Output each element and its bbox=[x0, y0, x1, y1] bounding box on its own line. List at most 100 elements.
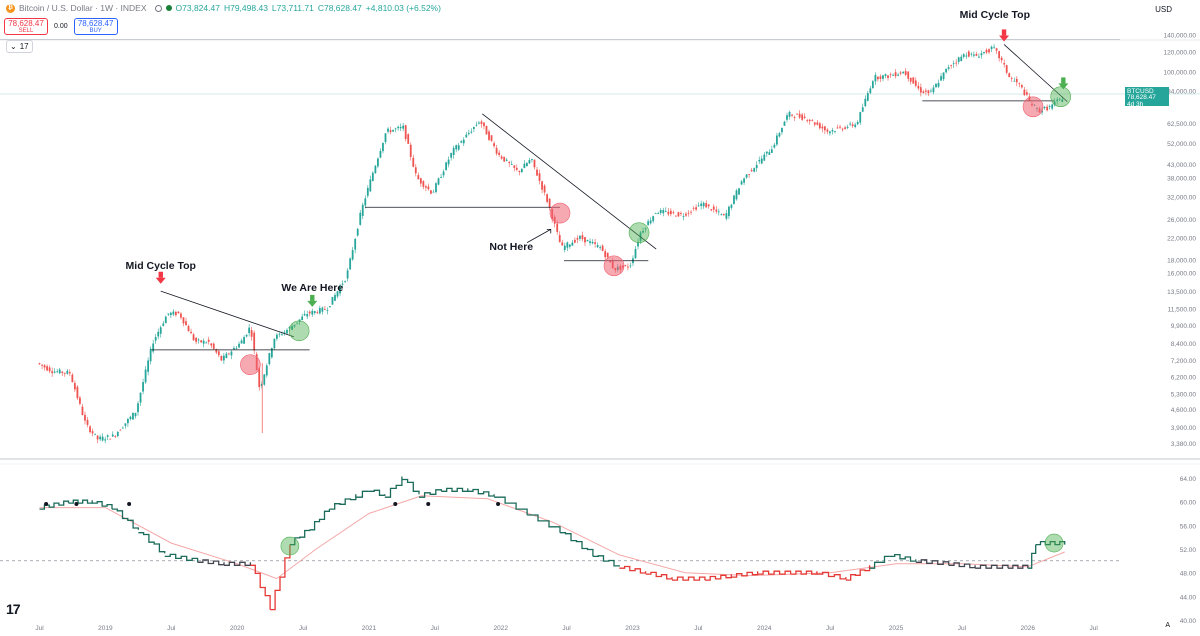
osc-main-segment bbox=[92, 501, 113, 510]
last-price-tag: BTCUSD 78,628.47 4d 3h bbox=[1125, 87, 1169, 108]
candle-body bbox=[765, 151, 768, 154]
candle-body bbox=[38, 363, 41, 365]
candle-body bbox=[306, 314, 309, 317]
candle-body bbox=[829, 131, 831, 134]
candle-body bbox=[505, 159, 508, 161]
candle-body bbox=[950, 65, 953, 66]
currency-label[interactable]: USD bbox=[1155, 5, 1172, 14]
indicators-toggle[interactable]: ⌄ 17 bbox=[6, 40, 33, 53]
candle-body bbox=[659, 210, 662, 213]
tradingview-logo-icon[interactable]: 17 bbox=[6, 601, 21, 617]
candle-body bbox=[174, 311, 177, 316]
ohlc-open: O73,824.47 bbox=[175, 3, 220, 13]
candle-body bbox=[674, 215, 677, 217]
candle-body bbox=[41, 364, 43, 366]
red-circle-2022b bbox=[603, 255, 625, 277]
candle-body bbox=[753, 168, 756, 172]
candle-body bbox=[137, 403, 139, 413]
candle-body bbox=[316, 312, 319, 314]
candle-body bbox=[233, 347, 235, 350]
price-axis-label: 32,000.00 bbox=[1167, 194, 1196, 201]
candle-body bbox=[730, 204, 733, 208]
auto-scale-button[interactable]: A bbox=[1165, 622, 1170, 629]
time-axis-label: 2023 bbox=[625, 625, 640, 632]
candle-body bbox=[846, 126, 849, 128]
candle-body bbox=[995, 48, 998, 51]
candle-body bbox=[265, 365, 268, 376]
candle-body bbox=[293, 324, 296, 327]
candle-body bbox=[993, 46, 995, 48]
candle-body bbox=[399, 126, 402, 129]
trade-panel: 78,628.47 SELL 0.00 78,628.47 BUY bbox=[4, 18, 118, 35]
candle-body bbox=[195, 337, 197, 342]
candle-body bbox=[914, 80, 917, 86]
candle-body bbox=[475, 124, 478, 126]
candle-body bbox=[791, 114, 793, 116]
candle-body bbox=[286, 329, 288, 334]
green-circle-2026 bbox=[1050, 86, 1072, 107]
ohlc-change: +4,810.03 (+6.52%) bbox=[365, 3, 441, 13]
candle-body bbox=[899, 72, 902, 74]
price-axis-label: 8,400.00 bbox=[1171, 341, 1197, 348]
candle-body bbox=[409, 144, 412, 157]
buy-button[interactable]: 78,628.47 BUY bbox=[73, 18, 118, 35]
osc-main-segment bbox=[1008, 564, 1029, 569]
candle-body bbox=[821, 126, 824, 129]
candle-body bbox=[336, 291, 339, 297]
osc-main-segment bbox=[39, 500, 70, 510]
candle-body bbox=[844, 127, 846, 129]
candle-body bbox=[879, 76, 882, 79]
arrow-we-are-here-head bbox=[307, 300, 318, 307]
candle-body bbox=[238, 343, 240, 348]
price-tag-price: 78,628.47 bbox=[1127, 94, 1156, 102]
candle-body bbox=[258, 368, 261, 388]
candle-body bbox=[518, 170, 521, 173]
candle-body bbox=[205, 342, 208, 344]
candle-body bbox=[909, 77, 912, 82]
price-axis-label: 100,000.00 bbox=[1163, 70, 1196, 77]
osc-main-segment bbox=[757, 570, 792, 575]
price-axis-label: 3,900.00 bbox=[1171, 425, 1197, 432]
candle-body bbox=[644, 228, 647, 230]
candle-body bbox=[106, 435, 109, 437]
symbol-title[interactable]: Bitcoin / U.S. Dollar · 1W · INDEX bbox=[19, 3, 147, 13]
candle-body bbox=[745, 174, 748, 178]
sell-button[interactable]: 78,628.47 SELL bbox=[4, 18, 48, 35]
candle-body bbox=[455, 145, 458, 150]
candle-body bbox=[278, 333, 281, 335]
candle-body bbox=[740, 181, 743, 185]
candle-body bbox=[634, 248, 637, 259]
candle-body bbox=[515, 167, 518, 170]
candle-body bbox=[263, 374, 266, 385]
candle-body bbox=[43, 365, 46, 368]
candle-body bbox=[781, 127, 783, 133]
osc-main-segment bbox=[68, 499, 93, 504]
eye-icon[interactable] bbox=[154, 4, 162, 12]
osc-axis-label: 56.00 bbox=[1180, 523, 1197, 530]
candle-body bbox=[834, 131, 836, 132]
candle-body bbox=[967, 51, 970, 57]
candle-body bbox=[743, 178, 745, 183]
candle-body bbox=[917, 85, 920, 89]
candle-body bbox=[260, 383, 263, 386]
osc-main-segment bbox=[527, 514, 561, 533]
osc-event-marker bbox=[127, 502, 132, 506]
candle-body bbox=[786, 115, 788, 120]
candle-body bbox=[424, 186, 427, 188]
candle-body bbox=[442, 171, 445, 176]
candle-body bbox=[990, 46, 993, 50]
candle-body bbox=[945, 68, 947, 73]
candle-body bbox=[485, 125, 488, 135]
osc-event-marker bbox=[74, 502, 79, 506]
candle-body bbox=[897, 74, 900, 76]
candle-body bbox=[947, 67, 950, 69]
candle-body bbox=[972, 54, 975, 56]
candle-body bbox=[510, 164, 513, 165]
market-status-icon bbox=[165, 5, 172, 11]
candle-body bbox=[662, 210, 665, 214]
oscillator-pane bbox=[0, 476, 1120, 611]
candle-body bbox=[988, 49, 990, 53]
candle-body bbox=[707, 204, 710, 207]
candle-body bbox=[543, 185, 546, 193]
